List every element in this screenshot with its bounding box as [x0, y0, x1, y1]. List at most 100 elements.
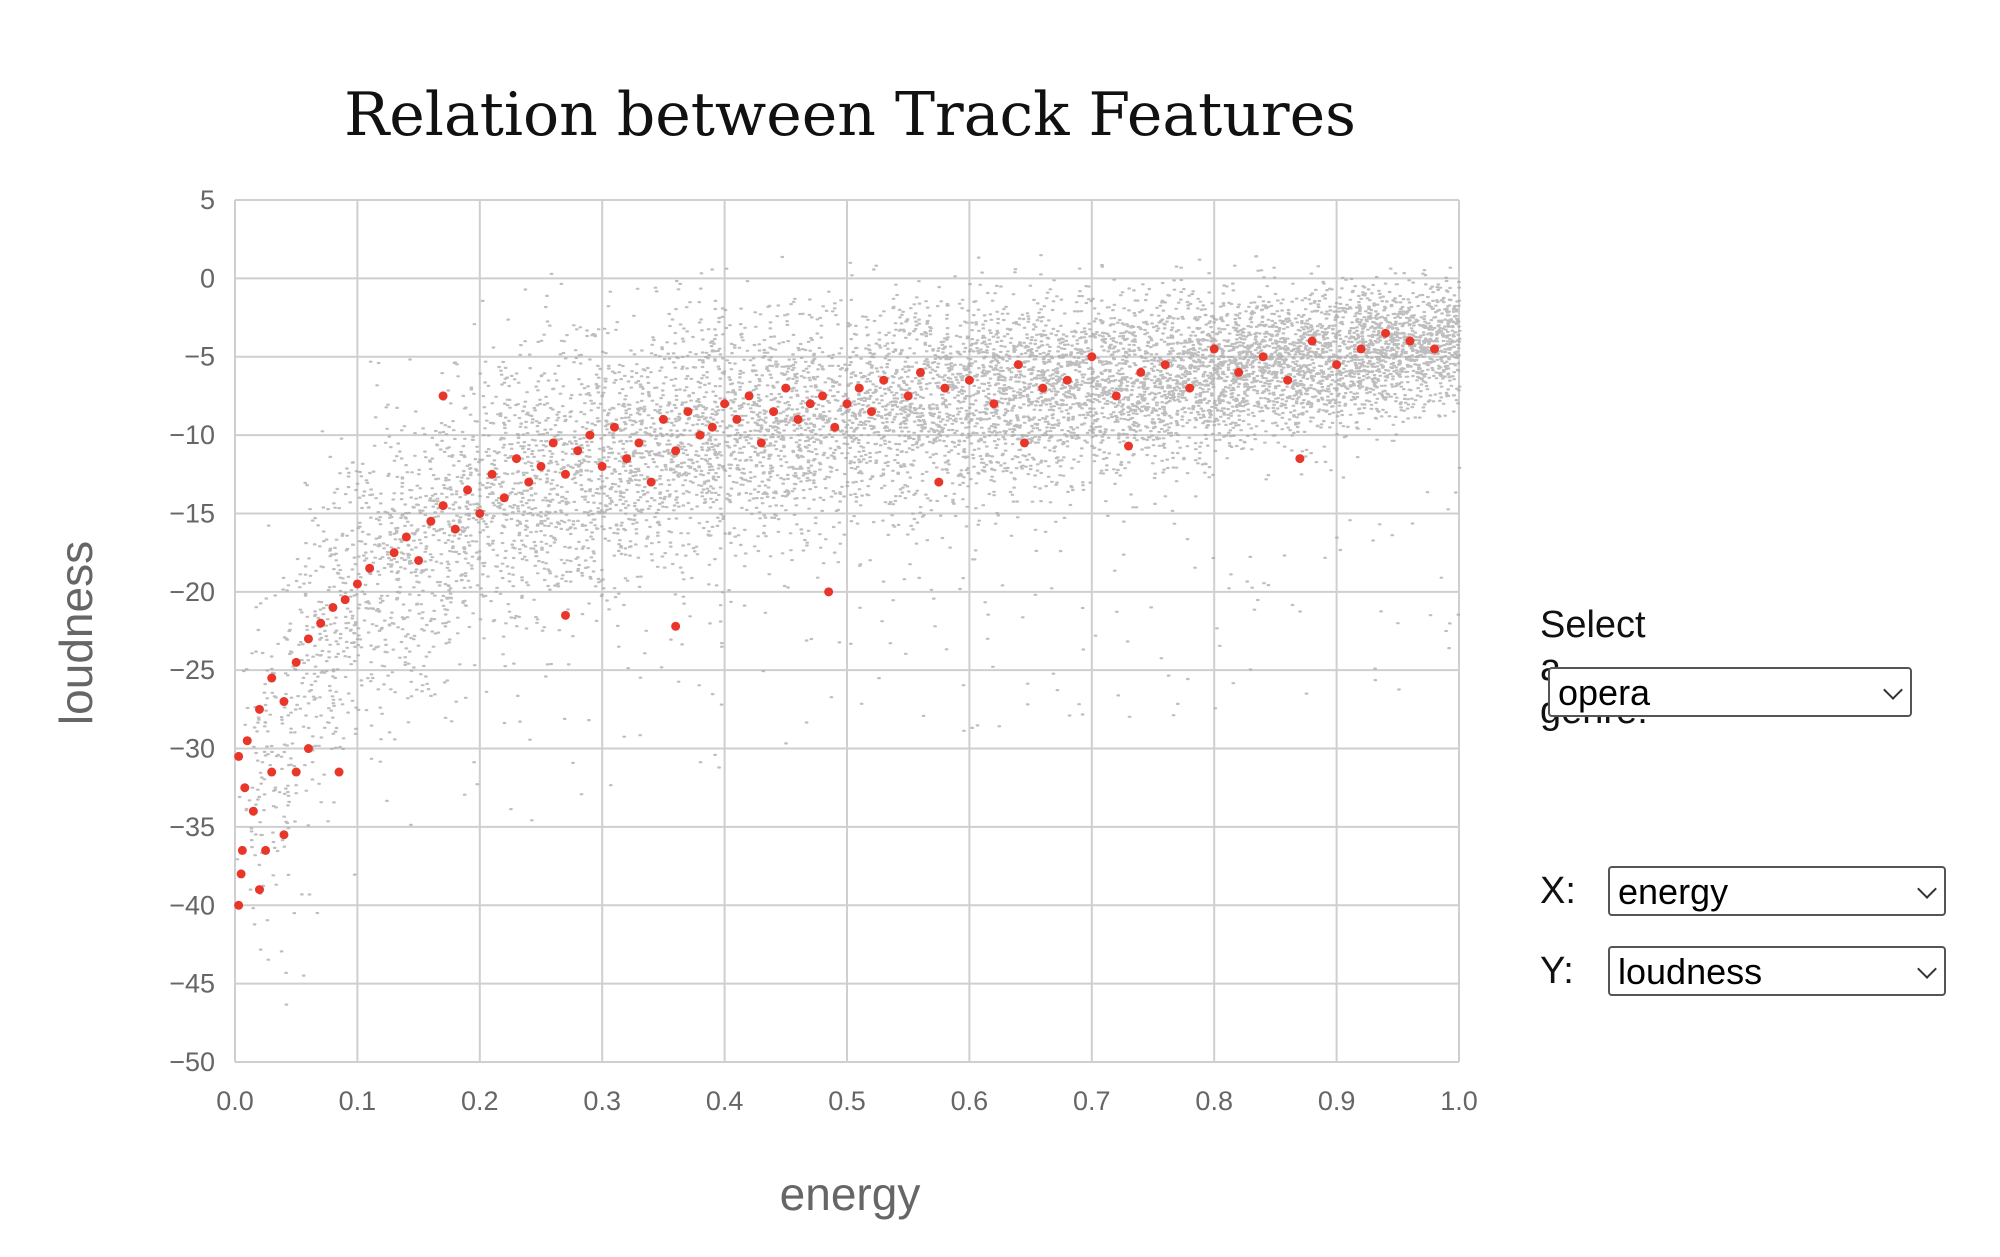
opera-point — [866, 407, 876, 417]
x-tick-label: 0.1 — [339, 1086, 377, 1116]
opera-point — [769, 407, 779, 417]
opera-point — [237, 845, 247, 855]
opera-point — [512, 454, 522, 464]
opera-point — [328, 602, 338, 612]
x-axis-ticks: 0.0 0.1 0.2 0.3 0.4 0.5 0.6 0.7 0.8 0.9 1.0 — [216, 1086, 1478, 1116]
opera-point — [1356, 344, 1366, 354]
opera-point — [1381, 328, 1391, 338]
chevron-down-icon — [1883, 680, 1903, 700]
chevron-down-icon — [1917, 959, 1937, 979]
opera-point — [671, 621, 681, 631]
background-point-cloud — [235, 254, 1462, 1006]
opera-point — [254, 885, 264, 895]
opera-point — [671, 446, 681, 456]
opera-point — [744, 391, 754, 401]
opera-point — [756, 438, 766, 448]
x-tick-label: 0.8 — [1195, 1086, 1233, 1116]
opera-point — [609, 422, 619, 432]
opera-point — [254, 704, 264, 714]
x-tick-label: 0.7 — [1073, 1086, 1111, 1116]
x-tick-label: 1.0 — [1440, 1086, 1478, 1116]
opera-point — [824, 587, 834, 597]
x-axis-select[interactable]: energy — [1608, 866, 1946, 916]
opera-point — [236, 869, 246, 879]
opera-point — [291, 657, 301, 667]
opera-point — [1295, 454, 1305, 464]
y-tick-label: 0 — [200, 263, 215, 293]
chevron-down-icon — [1917, 879, 1937, 899]
y-tick-label: −15 — [169, 498, 215, 528]
opera-point — [940, 383, 950, 393]
x-tick-label: 0.3 — [583, 1086, 621, 1116]
opera-point — [1234, 367, 1244, 377]
opera-point — [1430, 344, 1440, 354]
opera-point — [499, 493, 509, 503]
y-tick-label: −20 — [169, 577, 215, 607]
opera-point — [340, 595, 350, 605]
opera-point — [303, 634, 313, 644]
opera-point — [548, 438, 558, 448]
y-tick-label: −40 — [169, 890, 215, 920]
opera-point — [1283, 375, 1293, 385]
genre-select-value: opera — [1558, 672, 1651, 713]
y-axis-select[interactable]: loudness — [1608, 946, 1946, 996]
x-select-value: energy — [1618, 871, 1729, 912]
opera-point — [720, 399, 730, 409]
opera-point — [524, 477, 534, 487]
opera-point — [658, 414, 668, 424]
opera-point — [261, 845, 271, 855]
x-select-label: X: — [1540, 870, 1576, 912]
opera-point — [279, 830, 289, 840]
opera-point — [365, 563, 375, 573]
opera-point — [1019, 438, 1029, 448]
opera-point — [560, 610, 570, 620]
opera-point — [334, 767, 344, 777]
opera-point — [732, 414, 742, 424]
opera-point — [389, 548, 399, 558]
x-tick-label: 0.6 — [951, 1086, 989, 1116]
y-tick-label: −10 — [169, 420, 215, 450]
opera-point — [303, 744, 313, 754]
opera-point — [879, 375, 889, 385]
opera-point — [646, 477, 656, 487]
opera-point — [934, 477, 944, 487]
opera-point — [1332, 360, 1342, 370]
opera-point — [1111, 391, 1121, 401]
y-axis-label: loudness — [50, 541, 102, 725]
grid — [234, 199, 1460, 1063]
opera-point — [1185, 383, 1195, 393]
opera-point — [1124, 441, 1134, 451]
chart-title: Relation between Track Features — [344, 80, 1356, 150]
opera-point — [989, 399, 999, 409]
opera-point — [1062, 375, 1072, 385]
opera-point — [234, 900, 244, 910]
opera-point — [1307, 336, 1317, 346]
genre-select[interactable]: opera — [1548, 667, 1912, 717]
opera-point — [1258, 352, 1268, 362]
opera-point — [818, 391, 828, 401]
opera-point — [352, 579, 362, 589]
series-points — [234, 328, 1440, 910]
y-tick-label: −50 — [169, 1047, 215, 1077]
opera-point — [426, 516, 436, 526]
opera-point — [830, 422, 840, 432]
opera-point — [401, 532, 411, 542]
opera-point — [242, 736, 252, 746]
opera-point — [1405, 336, 1415, 346]
opera-point — [597, 461, 607, 471]
opera-point — [1087, 352, 1097, 362]
opera-point — [634, 438, 644, 448]
opera-point — [1136, 367, 1146, 377]
opera-point — [707, 422, 717, 432]
opera-point — [683, 407, 693, 417]
opera-point — [964, 375, 974, 385]
opera-point — [903, 391, 913, 401]
opera-point — [279, 697, 289, 707]
x-tick-label: 0.5 — [828, 1086, 866, 1116]
opera-point — [805, 399, 815, 409]
x-tick-label: 0.4 — [706, 1086, 744, 1116]
opera-point — [234, 751, 244, 761]
y-tick-label: −35 — [169, 812, 215, 842]
opera-point — [1160, 360, 1170, 370]
